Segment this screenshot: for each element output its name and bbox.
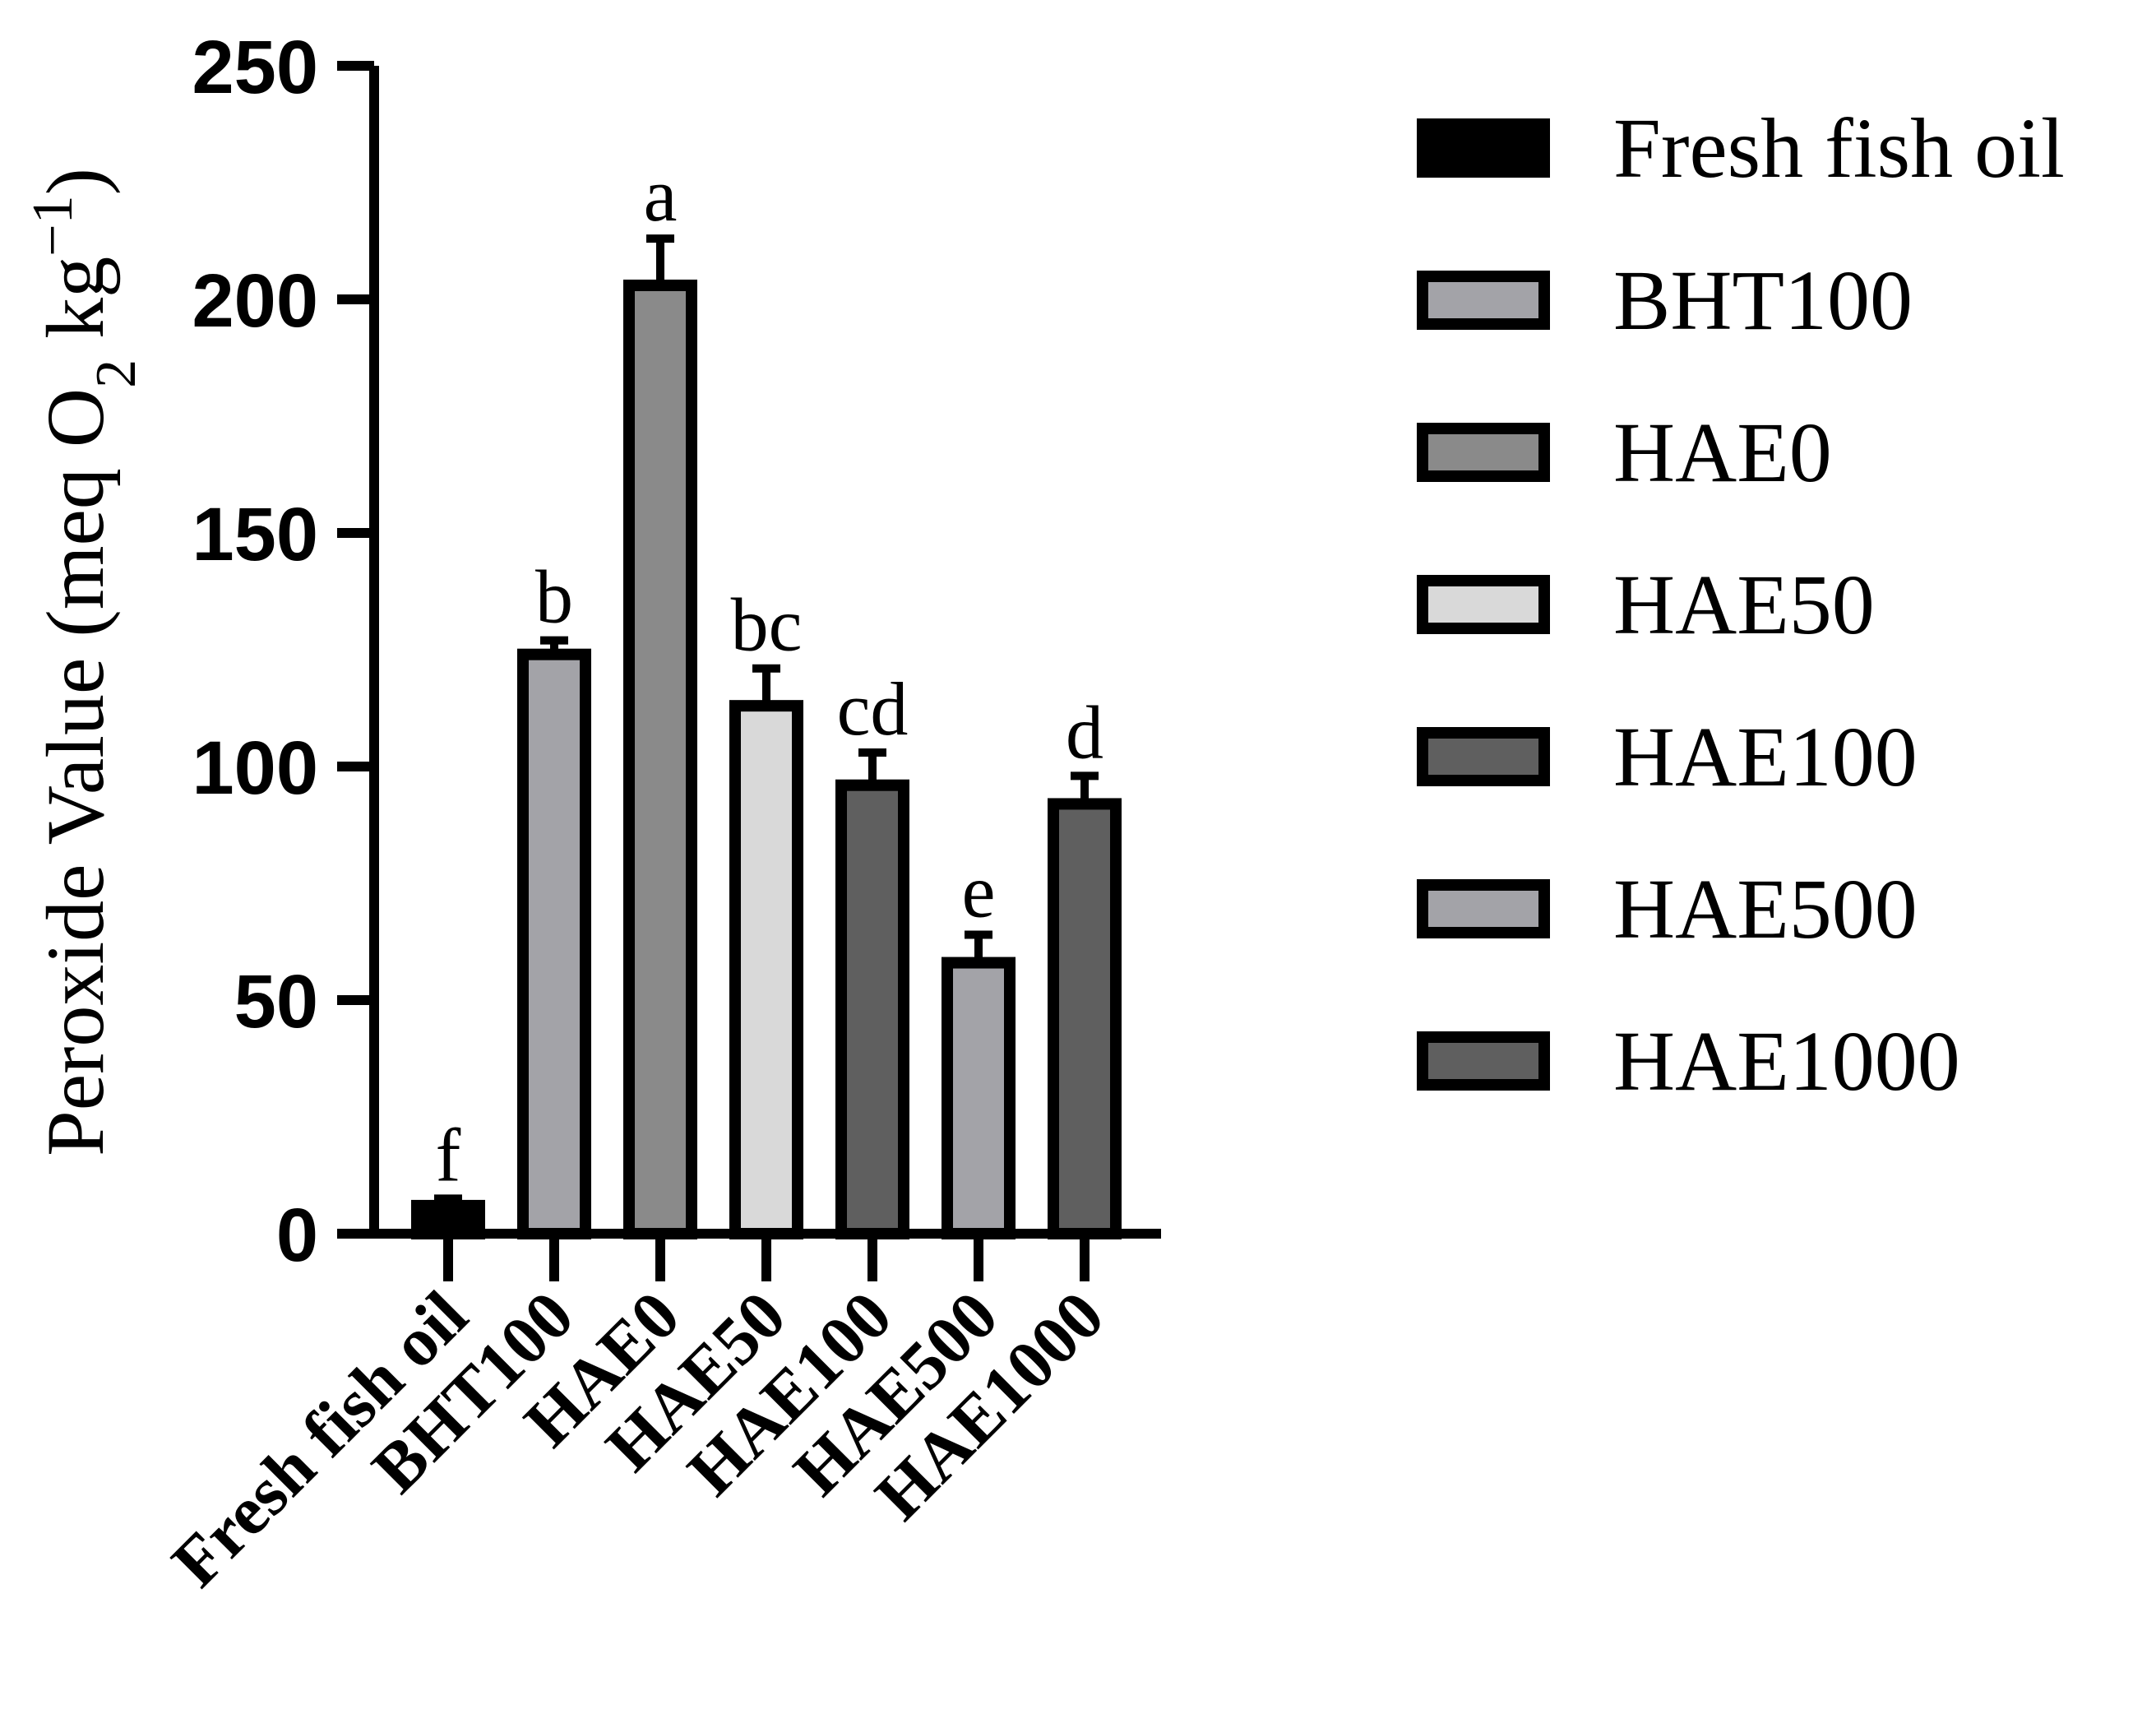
significance-label-fresh-fish-oil: f <box>436 1113 461 1197</box>
legend-label-hae0: HAE0 <box>1613 405 1832 500</box>
axes-layer <box>369 66 1161 1281</box>
error-bar-bht100 <box>540 636 568 655</box>
y-axis-title-part-3: ) <box>30 168 121 195</box>
bars-layer <box>411 279 1122 1240</box>
y-axis-title-part-2: kg <box>30 257 121 359</box>
significance-label-hae100: cd <box>837 667 909 751</box>
error-bar-hae1000 <box>1071 771 1099 804</box>
legend-swatch-hae0 <box>1417 423 1550 482</box>
legend-label-hae500: HAE500 <box>1613 862 1918 957</box>
legend-label-bht100: BHT100 <box>1613 253 1913 348</box>
error-bar-fresh-fish-oil <box>434 1194 462 1206</box>
bar-hae1000 <box>1048 798 1122 1239</box>
y-axis-title: Peroxide Value (meq O2 kg−1) <box>21 168 148 1156</box>
y-tick-label-50: 50 <box>234 960 318 1044</box>
error-bar-hae500 <box>965 930 992 963</box>
significance-label-bht100: b <box>535 555 573 639</box>
significance-label-hae50: bc <box>731 583 803 667</box>
y-axis-title-part-1: Peroxide Value (meq O <box>30 388 121 1156</box>
legend: Fresh fish oil BHT100 HAE0 HAE50 HAE100 HAE50… <box>1417 101 2065 1109</box>
legend-swatch-hae100 <box>1417 727 1550 786</box>
bar-hae0 <box>623 279 697 1240</box>
legend-label-fresh-fish-oil: Fresh fish oil <box>1613 101 2065 196</box>
bar-hae100 <box>835 779 909 1239</box>
legend-label-hae50: HAE50 <box>1613 558 1875 652</box>
legend-label-hae1000: HAE1000 <box>1613 1014 1960 1109</box>
significance-label-hae0: a <box>644 153 678 237</box>
y-axis-title-superscript: −1 <box>21 195 85 256</box>
error-bar-hae0 <box>646 234 674 285</box>
y-tick-label-250: 250 <box>192 25 319 109</box>
y-ticks-layer: 0 50 100 150 200 250 <box>192 25 374 1277</box>
legend-label-hae100: HAE100 <box>1613 710 1918 804</box>
y-axis-title-subscript: 2 <box>85 359 148 388</box>
legend-swatch-hae1000 <box>1417 1031 1550 1091</box>
y-tick-label-0: 0 <box>276 1193 318 1277</box>
significance-label-hae500: e <box>962 849 996 933</box>
legend-swatch-hae50 <box>1417 575 1550 634</box>
bar-bht100 <box>517 648 591 1239</box>
y-tick-label-150: 150 <box>192 493 319 577</box>
y-tick-label-100: 100 <box>192 726 319 810</box>
error-bar-hae100 <box>858 748 886 785</box>
error-bar-hae50 <box>752 664 780 706</box>
significance-label-hae1000: d <box>1066 690 1103 774</box>
legend-swatch-fresh-fish-oil <box>1417 118 1550 178</box>
legend-swatch-bht100 <box>1417 271 1550 330</box>
error-bars-layer <box>434 234 1099 1206</box>
x-tick-labels-layer: Fresh fish oilBHT100HAE0HAE50HAE100HAE50… <box>158 1277 1119 1602</box>
legend-swatch-hae500 <box>1417 879 1550 938</box>
y-tick-label-200: 200 <box>192 259 319 343</box>
bar-hae50 <box>729 700 803 1239</box>
bar-hae500 <box>942 957 1016 1240</box>
